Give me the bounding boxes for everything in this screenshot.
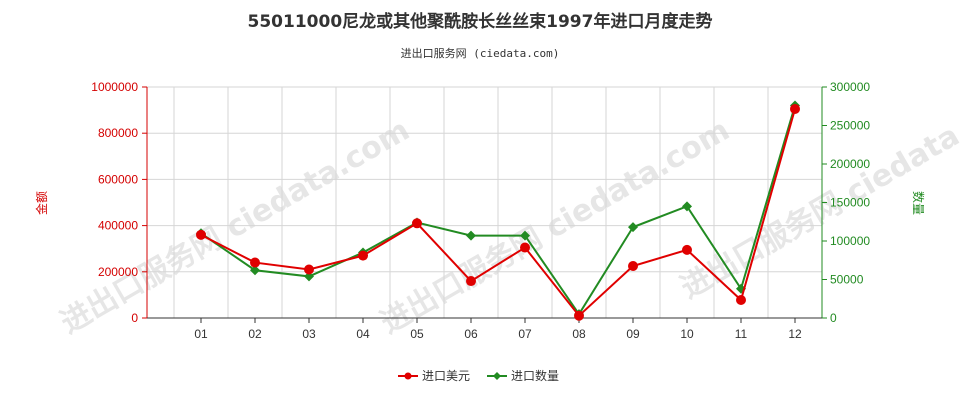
watermark-text: 进出口服务网 ciedata.com: [375, 113, 736, 341]
x-tick-label: 07: [518, 327, 532, 341]
y-right-tick-label: 300000: [830, 80, 870, 94]
y-left-tick-label: 1000000: [91, 80, 138, 94]
x-tick-label: 04: [356, 327, 370, 341]
axis-layer: 0 200000 400000 600000 800000 1000000 0 50000 10…: [91, 80, 870, 341]
series-line-import-usd: [200, 108, 796, 318]
data-point-import-usd: [520, 242, 530, 253]
y-right-tick-label: 150000: [830, 196, 870, 210]
x-tick-label: 10: [680, 327, 694, 341]
data-point-import-quantity: [304, 271, 314, 282]
data-point-import-quantity: [466, 230, 476, 241]
series-line-import-quantity: [200, 105, 796, 316]
y-left-tick-label: 200000: [98, 265, 138, 279]
chart-subtitle: 进出口服务网 (ciedata.com): [401, 46, 560, 60]
y-left-tick-label: 800000: [98, 126, 138, 140]
legend-marker: [493, 372, 501, 380]
data-point-import-usd: [682, 244, 692, 255]
y-left-tick-label: 600000: [98, 172, 138, 186]
data-point-import-quantity: [250, 265, 260, 276]
x-tick-label: 01: [194, 327, 208, 341]
data-point-import-quantity: [682, 201, 692, 212]
x-tick-label: 09: [626, 327, 640, 341]
data-point-import-usd: [304, 264, 314, 275]
data-point-import-usd: [574, 310, 584, 321]
x-tick-label: 02: [248, 327, 262, 341]
x-tick-label: 03: [302, 327, 316, 341]
y-right-axis-label: 数量: [911, 191, 926, 215]
x-tick-label: 11: [735, 327, 748, 341]
y-left-tick-label: 400000: [98, 219, 138, 233]
x-tick-label: 05: [410, 327, 424, 341]
data-point-import-quantity: [628, 222, 638, 233]
chart-title: 55011000尼龙或其他聚酰胺长丝丝束1997年进口月度走势: [248, 11, 713, 32]
data-point-import-quantity: [520, 230, 530, 241]
legend-label-import-usd: 进口美元: [422, 369, 470, 383]
y-left-axis-label: 金额: [34, 191, 49, 215]
data-point-import-usd: [790, 103, 800, 114]
x-tick-label: 12: [788, 327, 802, 341]
data-point-import-usd: [358, 250, 368, 261]
y-right-tick-label: 0: [830, 311, 837, 325]
series-layer: [196, 100, 800, 321]
y-right-tick-label: 200000: [830, 157, 870, 171]
data-point-import-usd: [250, 257, 260, 268]
y-right-tick-label: 250000: [830, 119, 870, 133]
legend-marker: [404, 372, 412, 380]
y-left-tick-label: 0: [131, 311, 138, 325]
y-right-tick-label: 50000: [830, 273, 864, 287]
data-point-import-usd: [196, 229, 206, 240]
x-tick-label: 08: [572, 327, 586, 341]
y-right-tick-label: 100000: [830, 234, 870, 248]
data-point-import-usd: [628, 261, 638, 272]
data-point-import-usd: [736, 294, 746, 305]
legend-label-import-quantity: 进口数量: [511, 368, 559, 383]
legend: 进口美元 进口数量: [398, 368, 559, 383]
data-point-import-usd: [412, 218, 422, 229]
data-point-import-usd: [466, 276, 476, 287]
x-tick-label: 06: [464, 327, 478, 341]
